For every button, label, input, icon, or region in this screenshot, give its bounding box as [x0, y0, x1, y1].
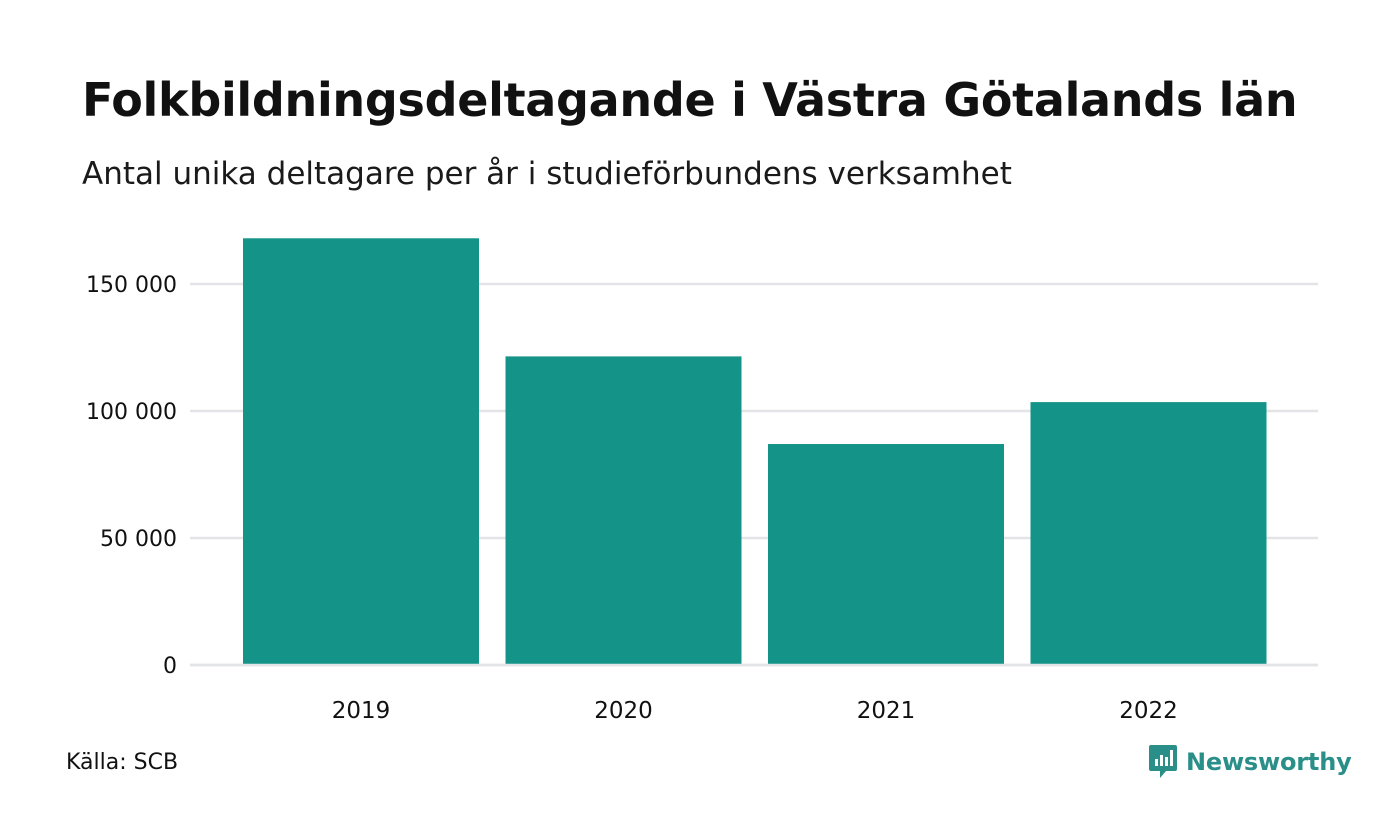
- y-tick-label: 0: [163, 654, 177, 679]
- newsworthy-logo-icon: [1149, 745, 1177, 778]
- y-tick-label: 100 000: [86, 400, 177, 425]
- x-tick-label: 2021: [857, 698, 916, 724]
- y-tick-label: 150 000: [86, 273, 177, 298]
- bar-2021: [768, 444, 1004, 665]
- bar-2019: [243, 238, 479, 665]
- brand-name: Newsworthy: [1186, 748, 1352, 776]
- brand-logo: Newsworthy: [1148, 742, 1352, 782]
- x-tick-label: 2022: [1119, 698, 1178, 724]
- x-tick-label: 2020: [594, 698, 653, 724]
- y-axis-ticks: 0 50 000 100 000 150 000: [86, 273, 177, 679]
- x-tick-label: 2019: [332, 698, 391, 724]
- bar-2022: [1030, 402, 1267, 665]
- x-axis-ticks: 2019 2020 2021 2022: [332, 698, 1178, 724]
- bar-2020: [505, 356, 742, 665]
- y-tick-label: 50 000: [100, 527, 177, 552]
- chart-title: Folkbildningsdeltagande i Västra Götalan…: [82, 73, 1298, 127]
- chart-subtitle: Antal unika deltagare per år i studieför…: [82, 156, 1012, 192]
- bars: [243, 238, 1267, 665]
- source-note: Källa: SCB: [66, 750, 179, 775]
